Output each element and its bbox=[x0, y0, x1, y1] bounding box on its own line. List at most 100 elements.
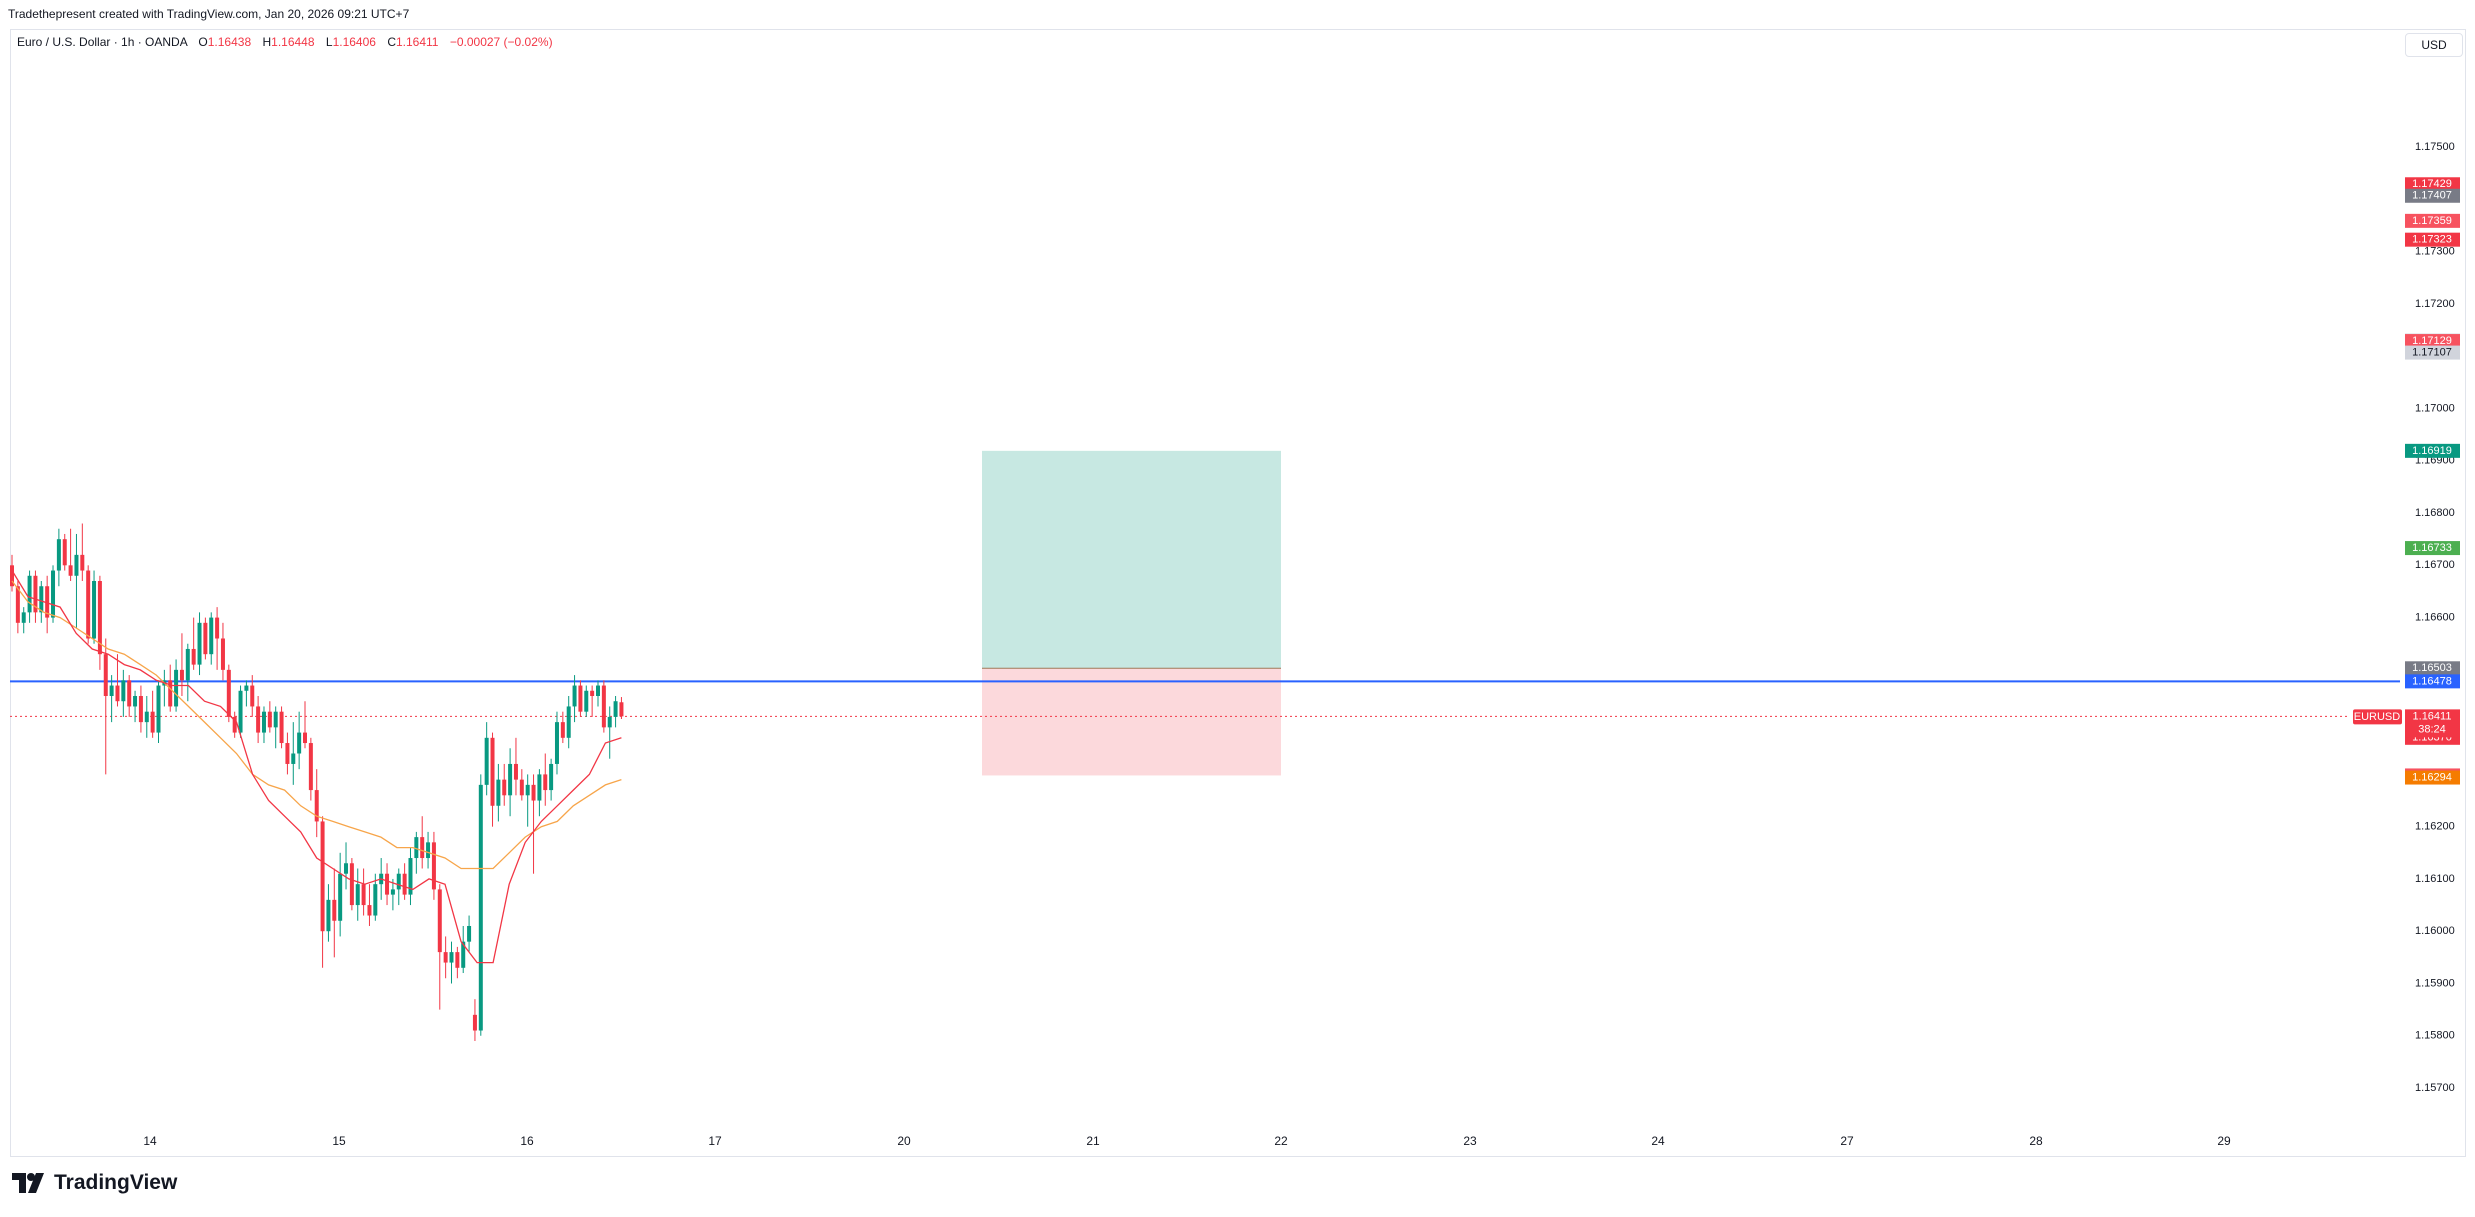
candle-body[interactable] bbox=[385, 873, 390, 895]
candle-body[interactable] bbox=[332, 899, 337, 921]
candle-body[interactable] bbox=[273, 711, 278, 728]
candle-body[interactable] bbox=[68, 565, 73, 576]
loss-zone[interactable] bbox=[982, 668, 1281, 776]
candle-body[interactable] bbox=[226, 669, 231, 717]
candle-body[interactable] bbox=[590, 690, 595, 696]
candle-body[interactable] bbox=[97, 581, 102, 655]
candle-body[interactable] bbox=[455, 952, 460, 968]
price-label-tag[interactable] bbox=[2405, 345, 2460, 360]
price-label-tag[interactable] bbox=[2405, 541, 2460, 556]
candle-body[interactable] bbox=[461, 941, 466, 968]
candle-body[interactable] bbox=[109, 685, 114, 696]
candle-body[interactable] bbox=[27, 575, 32, 613]
current-symbol-tag[interactable] bbox=[2353, 709, 2402, 725]
candle-body[interactable] bbox=[361, 884, 366, 906]
candle-body[interactable] bbox=[256, 706, 261, 733]
candle-body[interactable] bbox=[344, 863, 349, 874]
candle-body[interactable] bbox=[144, 711, 149, 723]
candle-body[interactable] bbox=[584, 690, 589, 712]
candle-body[interactable] bbox=[215, 617, 220, 639]
tradingview-logo[interactable]: TradingView bbox=[12, 1171, 177, 1195]
candle-body[interactable] bbox=[338, 873, 343, 921]
candle-body[interactable] bbox=[168, 680, 173, 707]
price-label-tag[interactable] bbox=[2405, 177, 2460, 192]
price-label-tag[interactable] bbox=[2405, 232, 2460, 247]
candle-body[interactable] bbox=[267, 711, 272, 728]
price-label-tag[interactable] bbox=[2405, 334, 2460, 349]
candle-body[interactable] bbox=[596, 685, 600, 696]
price-label-tag[interactable] bbox=[2405, 674, 2460, 689]
candle-body[interactable] bbox=[279, 711, 284, 744]
candle-body[interactable] bbox=[472, 1014, 477, 1031]
candle-body[interactable] bbox=[414, 837, 419, 859]
candle-body[interactable] bbox=[115, 685, 120, 702]
candle-body[interactable] bbox=[238, 690, 243, 733]
candle-body[interactable] bbox=[179, 669, 184, 681]
candle-body[interactable] bbox=[402, 873, 407, 895]
candle-body[interactable] bbox=[467, 925, 472, 942]
candle-body[interactable] bbox=[519, 779, 524, 796]
candle-body[interactable] bbox=[51, 570, 56, 618]
candle-body[interactable] bbox=[56, 539, 61, 571]
candle-body[interactable] bbox=[209, 617, 214, 655]
price-label-tag[interactable] bbox=[2405, 188, 2460, 203]
candle-body[interactable] bbox=[203, 622, 208, 655]
candle-body[interactable] bbox=[250, 685, 255, 707]
candle-body[interactable] bbox=[308, 743, 313, 791]
candle-body[interactable] bbox=[33, 575, 38, 613]
candle-body[interactable] bbox=[537, 774, 542, 801]
candle-body[interactable] bbox=[349, 863, 354, 906]
candle-body[interactable] bbox=[121, 680, 126, 702]
candle-body[interactable] bbox=[490, 737, 495, 806]
price-label-tag[interactable] bbox=[2405, 213, 2460, 228]
profit-zone[interactable] bbox=[982, 450, 1281, 669]
candle-body[interactable] bbox=[174, 669, 179, 707]
candle-body[interactable] bbox=[508, 763, 513, 796]
candle-body[interactable] bbox=[320, 821, 325, 932]
candle-body[interactable] bbox=[449, 952, 454, 963]
candle-body[interactable] bbox=[566, 706, 571, 738]
candle-body[interactable] bbox=[578, 685, 583, 712]
candle-body[interactable] bbox=[232, 716, 237, 733]
candle-body[interactable] bbox=[185, 648, 190, 681]
candle-body[interactable] bbox=[326, 899, 331, 932]
candle-body[interactable] bbox=[74, 554, 79, 576]
candle-body[interactable] bbox=[560, 722, 565, 738]
candle-body[interactable] bbox=[62, 539, 67, 566]
candle-body[interactable] bbox=[543, 774, 548, 791]
candle-body[interactable] bbox=[80, 554, 85, 571]
candle-body[interactable] bbox=[420, 837, 425, 859]
candle-body[interactable] bbox=[133, 695, 138, 707]
candle-body[interactable] bbox=[127, 680, 132, 707]
candle-body[interactable] bbox=[261, 711, 266, 733]
candle-body[interactable] bbox=[549, 763, 554, 791]
price-label-tag[interactable] bbox=[2405, 661, 2460, 676]
candle-body[interactable] bbox=[86, 570, 91, 639]
price-label-tag[interactable] bbox=[2405, 770, 2460, 785]
candle-body[interactable] bbox=[525, 784, 530, 796]
candle-body[interactable] bbox=[396, 873, 401, 890]
price-label-tag[interactable] bbox=[2405, 443, 2460, 458]
candle-body[interactable] bbox=[314, 790, 319, 822]
candle-body[interactable] bbox=[156, 685, 161, 733]
currency-button[interactable]: USD bbox=[2405, 33, 2463, 57]
candle-body[interactable] bbox=[484, 737, 489, 785]
candle-body[interactable] bbox=[513, 763, 518, 780]
candle-body[interactable] bbox=[437, 889, 442, 953]
candle-body[interactable] bbox=[619, 702, 624, 717]
candle-body[interactable] bbox=[443, 952, 448, 963]
candle-body[interactable] bbox=[150, 711, 155, 733]
candle-body[interactable] bbox=[15, 586, 20, 623]
candle-body[interactable] bbox=[103, 654, 108, 696]
candle-body[interactable] bbox=[373, 884, 378, 916]
candle-body[interactable] bbox=[531, 784, 536, 801]
candle-body[interactable] bbox=[244, 685, 249, 691]
candle-body[interactable] bbox=[355, 884, 360, 906]
candle-body[interactable] bbox=[39, 586, 44, 613]
candle-body[interactable] bbox=[367, 905, 372, 916]
candle-body[interactable] bbox=[191, 648, 196, 665]
candle-body[interactable] bbox=[303, 732, 307, 744]
candle-body[interactable] bbox=[601, 685, 606, 728]
candle-body[interactable] bbox=[10, 565, 14, 587]
candle-body[interactable] bbox=[478, 784, 483, 1031]
